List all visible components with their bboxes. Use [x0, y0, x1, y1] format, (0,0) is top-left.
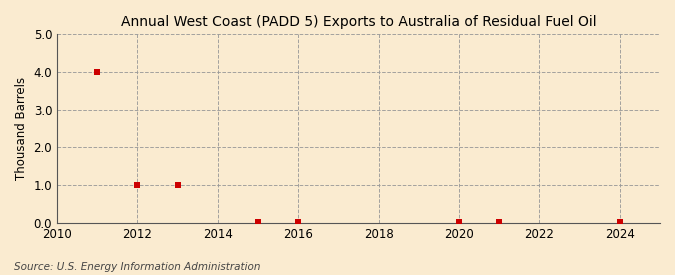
Point — [494, 220, 505, 224]
Point — [92, 70, 103, 74]
Text: Source: U.S. Energy Information Administration: Source: U.S. Energy Information Administ… — [14, 262, 260, 272]
Y-axis label: Thousand Barrels: Thousand Barrels — [15, 77, 28, 180]
Point — [132, 183, 143, 187]
Point — [172, 183, 183, 187]
Title: Annual West Coast (PADD 5) Exports to Australia of Residual Fuel Oil: Annual West Coast (PADD 5) Exports to Au… — [121, 15, 596, 29]
Point — [293, 220, 304, 224]
Point — [252, 220, 263, 224]
Point — [454, 220, 464, 224]
Point — [614, 220, 625, 224]
